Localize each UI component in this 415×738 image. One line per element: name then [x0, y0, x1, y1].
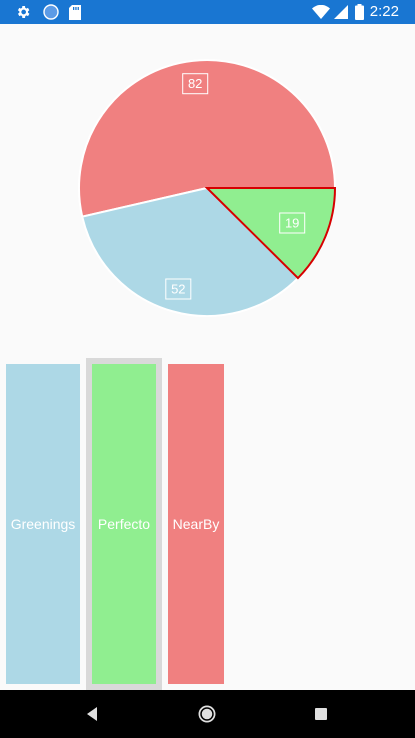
legend-tile-label: NearBy — [172, 516, 220, 532]
recents-button[interactable] — [291, 690, 351, 738]
sync-circle-icon — [40, 0, 62, 24]
cell-signal-icon — [332, 0, 350, 24]
wifi-icon — [310, 0, 332, 24]
legend-tile-label: Greenings — [10, 516, 76, 532]
legend-tile-greenings[interactable]: Greenings — [6, 364, 80, 684]
svg-text:52: 52 — [171, 282, 185, 297]
legend-tile-label: Perfecto — [97, 516, 151, 532]
svg-text:19: 19 — [285, 216, 299, 231]
back-icon — [87, 707, 97, 721]
legend-tiles: Greenings Perfecto NearBy — [0, 358, 415, 690]
gear-icon — [12, 0, 34, 24]
pie-slice-nearby[interactable] — [78, 59, 337, 218]
recents-icon — [315, 708, 327, 720]
home-icon — [198, 705, 216, 723]
legend-tile-perfecto[interactable]: Perfecto — [92, 364, 156, 684]
pie-chart-svg[interactable]: 82 52 19 — [0, 24, 415, 354]
clock-time: 2:22 — [369, 3, 399, 20]
home-button[interactable] — [177, 690, 237, 738]
battery-icon — [352, 0, 366, 24]
back-button[interactable] — [62, 690, 122, 738]
data-label: 82 — [182, 73, 209, 95]
status-bar: 2:22 — [0, 0, 415, 24]
data-label: 52 — [165, 278, 192, 300]
pie-slice-perfecto[interactable] — [204, 187, 337, 280]
pie-chart[interactable]: 82 52 19 — [0, 24, 415, 354]
data-label: 19 — [279, 212, 306, 234]
svg-text:82: 82 — [188, 76, 202, 91]
navigation-bar — [0, 690, 415, 738]
sd-card-icon — [66, 0, 84, 24]
legend-tile-nearby[interactable]: NearBy — [168, 364, 224, 684]
pie-slice-greenings[interactable] — [81, 186, 300, 317]
